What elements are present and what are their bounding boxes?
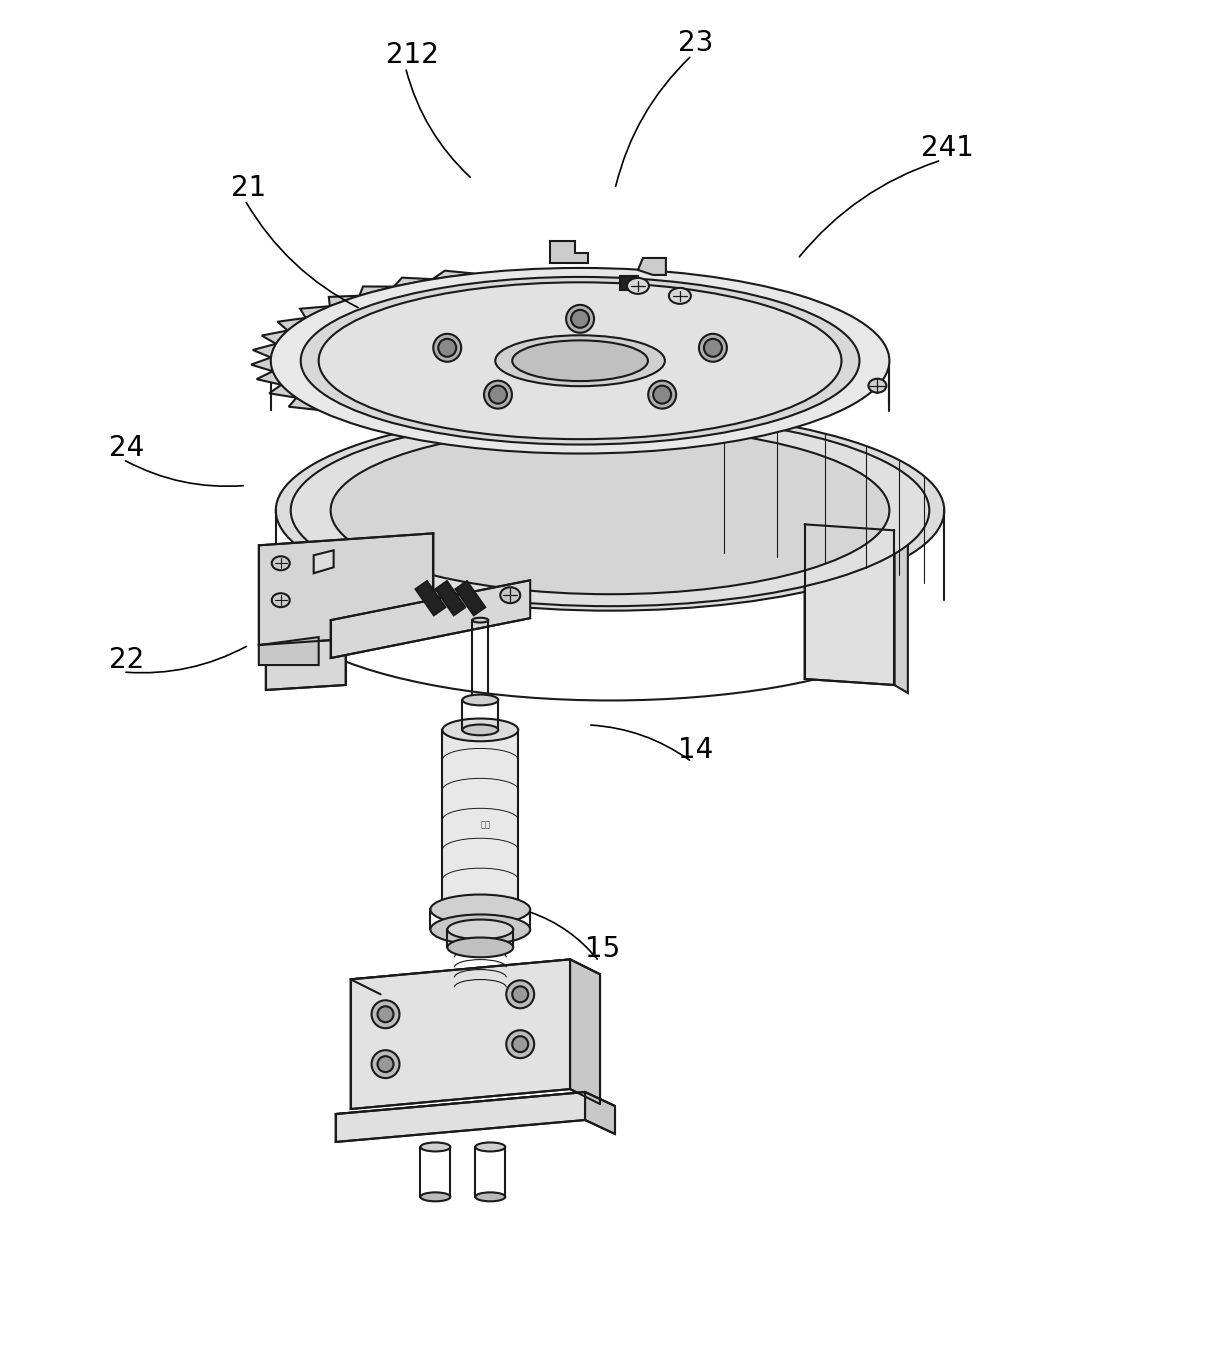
Text: 14: 14: [678, 736, 713, 763]
Polygon shape: [585, 1092, 615, 1134]
Circle shape: [653, 386, 672, 404]
Text: 15: 15: [585, 936, 620, 963]
Text: 241: 241: [921, 134, 974, 163]
Ellipse shape: [430, 895, 530, 925]
Polygon shape: [258, 534, 433, 646]
Circle shape: [566, 305, 594, 332]
Polygon shape: [435, 581, 465, 616]
Polygon shape: [416, 581, 445, 616]
Polygon shape: [336, 1092, 585, 1142]
Text: 22: 22: [109, 646, 144, 674]
Ellipse shape: [496, 335, 665, 386]
Polygon shape: [351, 959, 600, 995]
Polygon shape: [359, 286, 394, 295]
Ellipse shape: [443, 899, 518, 921]
Polygon shape: [253, 343, 276, 357]
Ellipse shape: [669, 287, 691, 304]
Polygon shape: [894, 531, 908, 694]
Ellipse shape: [462, 725, 498, 735]
Polygon shape: [433, 271, 475, 279]
Bar: [620, 276, 638, 290]
Text: 24: 24: [109, 434, 144, 461]
Polygon shape: [314, 550, 333, 573]
Circle shape: [512, 986, 528, 1003]
Circle shape: [512, 1036, 528, 1052]
Ellipse shape: [472, 698, 488, 702]
Ellipse shape: [475, 1142, 506, 1152]
Ellipse shape: [430, 914, 530, 944]
Polygon shape: [394, 278, 433, 287]
Ellipse shape: [472, 618, 488, 622]
Ellipse shape: [501, 587, 520, 603]
Circle shape: [433, 334, 461, 361]
Ellipse shape: [300, 276, 860, 445]
Ellipse shape: [290, 415, 930, 606]
Text: 21: 21: [231, 174, 266, 202]
Polygon shape: [258, 637, 319, 665]
Ellipse shape: [475, 1193, 506, 1201]
Ellipse shape: [448, 919, 513, 940]
Ellipse shape: [276, 410, 945, 610]
Polygon shape: [328, 295, 359, 306]
Ellipse shape: [421, 1142, 450, 1152]
Ellipse shape: [272, 557, 290, 570]
Polygon shape: [262, 331, 288, 343]
Polygon shape: [300, 306, 330, 317]
Ellipse shape: [462, 695, 498, 706]
Polygon shape: [550, 241, 588, 263]
Ellipse shape: [331, 427, 889, 594]
Polygon shape: [443, 731, 518, 910]
Polygon shape: [331, 580, 530, 658]
Polygon shape: [266, 540, 346, 689]
Ellipse shape: [421, 1193, 450, 1201]
Circle shape: [371, 1051, 400, 1078]
Circle shape: [699, 334, 727, 361]
Polygon shape: [455, 581, 485, 616]
Circle shape: [648, 380, 677, 409]
Polygon shape: [351, 959, 569, 1109]
Circle shape: [507, 1030, 534, 1059]
Circle shape: [438, 339, 456, 357]
Polygon shape: [269, 384, 296, 398]
Ellipse shape: [448, 937, 513, 958]
Ellipse shape: [627, 278, 649, 294]
Circle shape: [507, 981, 534, 1008]
Ellipse shape: [443, 718, 518, 741]
Circle shape: [490, 386, 507, 404]
Polygon shape: [638, 259, 665, 275]
Ellipse shape: [271, 268, 889, 454]
Circle shape: [485, 380, 512, 409]
Polygon shape: [804, 524, 894, 685]
Circle shape: [571, 309, 589, 328]
Polygon shape: [278, 317, 306, 331]
Ellipse shape: [272, 594, 290, 607]
Polygon shape: [569, 959, 600, 1104]
Polygon shape: [289, 398, 317, 410]
Polygon shape: [336, 1092, 615, 1129]
Text: 23: 23: [678, 30, 713, 57]
Circle shape: [378, 1056, 394, 1073]
Polygon shape: [257, 371, 282, 384]
Ellipse shape: [319, 282, 841, 439]
Circle shape: [704, 339, 722, 357]
Text: 212: 212: [385, 41, 438, 70]
Text: 微动: 微动: [480, 821, 491, 829]
Circle shape: [371, 1000, 400, 1029]
Polygon shape: [251, 357, 273, 371]
Circle shape: [378, 1007, 394, 1022]
Ellipse shape: [868, 379, 887, 393]
Ellipse shape: [512, 341, 648, 382]
